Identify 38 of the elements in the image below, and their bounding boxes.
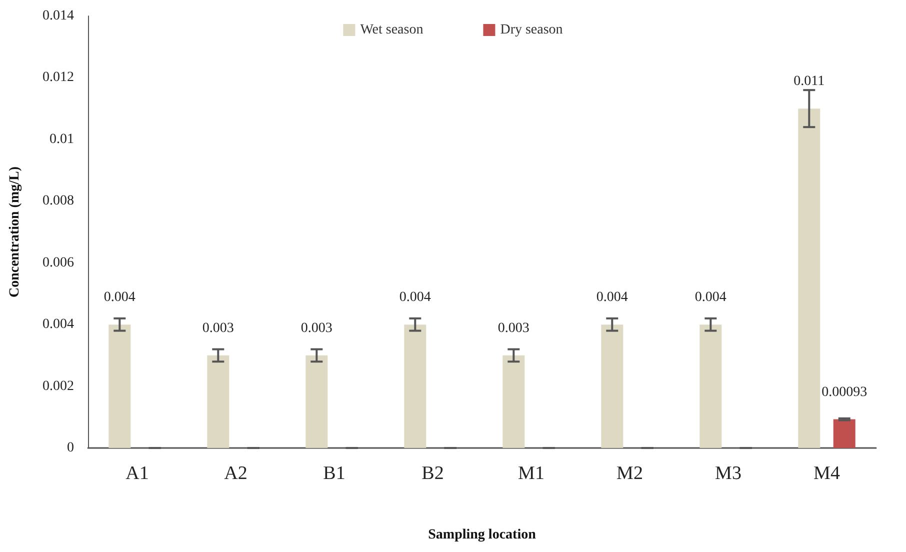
bar [700, 324, 722, 448]
bar [798, 108, 820, 448]
y-tick-label: 0.012 [42, 70, 74, 86]
data-label: 0.004 [694, 290, 726, 306]
bar [502, 355, 525, 448]
bar [108, 324, 131, 448]
data-label: 0.003 [202, 320, 234, 336]
y-tick-label: 0.01 [50, 132, 74, 147]
y-tick-label: 0.006 [42, 255, 74, 270]
x-tick-label: M3 [715, 463, 742, 484]
legend-label: Wet season [360, 22, 424, 38]
y-tick-label: 0.002 [42, 378, 74, 394]
x-tick-label: B1 [323, 463, 346, 484]
y-tick-label: 0.014 [42, 8, 74, 24]
x-tick-label: M4 [814, 463, 840, 484]
x-tick-label: A1 [126, 463, 149, 484]
bar [833, 419, 856, 448]
x-tick-label: M1 [518, 463, 544, 484]
y-tick-label: 0.004 [42, 317, 74, 332]
data-label: 0.003 [300, 320, 332, 336]
x-tick-label: A2 [224, 463, 248, 484]
legend-label: Dry season [500, 22, 563, 38]
data-label: 0.004 [104, 290, 136, 306]
data-label: 0.011 [794, 74, 825, 90]
data-label: 0.004 [399, 290, 431, 306]
y-tick-label: 0 [67, 440, 74, 456]
x-tick-label: M2 [616, 463, 643, 484]
x-tick-label: B2 [422, 463, 444, 484]
bar [404, 324, 426, 448]
y-axis-title: Concentration (mg/L) [8, 166, 22, 298]
x-axis-title: Sampling location [428, 528, 536, 542]
bar [601, 324, 624, 448]
y-tick-label: 0.008 [42, 194, 74, 209]
data-label: 0.00093 [822, 384, 868, 400]
data-label: 0.004 [596, 290, 628, 306]
bar [306, 355, 328, 448]
data-label: 0.003 [498, 320, 530, 336]
bar [207, 355, 230, 448]
